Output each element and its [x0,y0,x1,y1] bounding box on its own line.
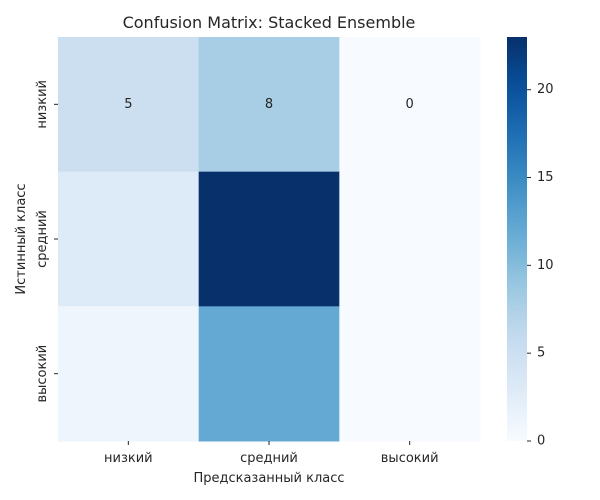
colorbar-tick-label: 15 [537,170,554,185]
heatmap-cell [58,306,200,442]
x-tick-label: низкий [104,451,153,466]
colorbar-tick-label: 5 [537,346,545,361]
y-tick-label: средний [35,210,50,268]
x-tick-label: высокий [381,451,439,466]
heatmap-cell [339,171,481,307]
x-tick-labels: низкий средний высокий [104,441,439,466]
colorbar-gradient [507,37,527,441]
x-axis-label: Предсказанный класс [193,471,344,486]
y-tick-labels: низкий средний высокий [35,80,58,403]
colorbar-tick-label: 20 [537,82,554,97]
heatmap-cell [339,306,481,442]
chart-title: Confusion Matrix: Stacked Ensemble [123,13,416,32]
heatmap-cell [198,171,340,307]
heatmap-cell [58,37,200,173]
cell-value-label: 0 [406,97,414,112]
colorbar-tick-label: 10 [537,258,554,273]
y-tick-label: низкий [35,80,50,129]
heatmap-cell [58,171,200,307]
cell-value-label: 5 [124,97,132,112]
colorbar: 0 5 10 15 20 [507,37,554,449]
y-tick-label: высокий [35,345,50,403]
heatmap-cell [339,37,481,173]
y-axis-label: Истинный класс [14,183,29,294]
heatmap-cells: 5 8 0 [58,37,481,442]
heatmap-cell [198,306,340,442]
colorbar-tick-label: 0 [537,434,545,449]
x-tick-label: средний [240,451,298,466]
cell-value-label: 8 [265,97,273,112]
heatmap-cell [198,37,340,173]
